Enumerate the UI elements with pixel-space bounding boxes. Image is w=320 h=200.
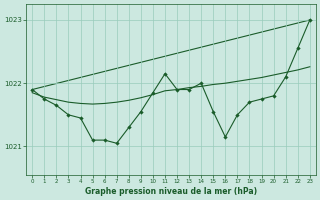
- X-axis label: Graphe pression niveau de la mer (hPa): Graphe pression niveau de la mer (hPa): [85, 187, 257, 196]
